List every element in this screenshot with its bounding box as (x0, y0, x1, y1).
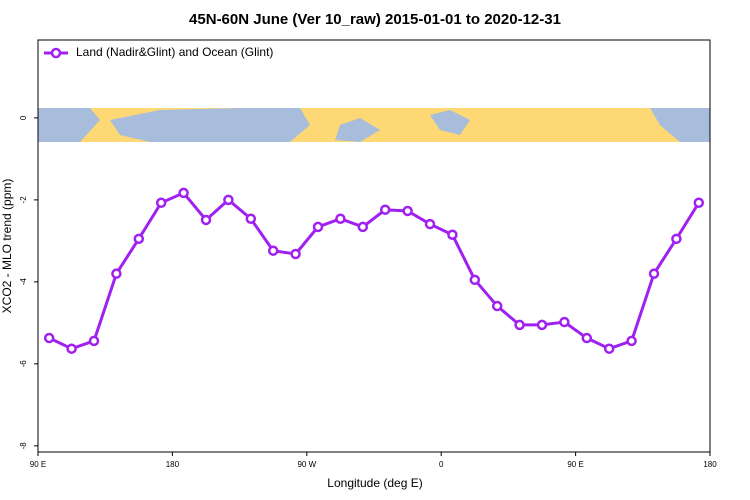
data-point (671, 233, 682, 245)
data-point (581, 332, 593, 344)
data-point (447, 229, 458, 240)
data-point (603, 343, 615, 354)
data-point (402, 205, 413, 217)
data-point (312, 221, 324, 233)
x-axis-label: Longitude (deg E) (327, 476, 422, 490)
data-point (514, 319, 525, 331)
data-point (424, 218, 436, 230)
data-point (357, 221, 369, 233)
legend-label: Land (Nadir&Glint) and Ocean (Glint) (76, 45, 273, 59)
data-point (200, 214, 212, 226)
data-point (133, 233, 145, 245)
x-tick-label: 180 (166, 460, 180, 469)
x-tick-label: 180 (703, 460, 717, 469)
data-point (290, 248, 301, 260)
x-tick-label: 90 E (30, 460, 46, 469)
y-axis-label: XCO2 - MLO trend (ppm) (0, 179, 14, 314)
data-point (88, 335, 100, 347)
data-point (335, 213, 346, 224)
x-tick-label: 0 (439, 460, 444, 469)
y-tick-label: 0 (19, 115, 28, 120)
y-tick-label: -4 (19, 278, 28, 286)
y-tick-label: -6 (19, 360, 28, 368)
data-point (267, 245, 279, 256)
data-point (178, 187, 189, 199)
x-tick-label: 90 W (297, 460, 316, 469)
map-strip (38, 108, 710, 142)
data-point (111, 268, 122, 279)
y-tick-label: -2 (19, 196, 28, 204)
data-point (693, 197, 705, 209)
data-point (43, 332, 55, 344)
chart-title: 45N-60N June (Ver 10_raw) 2015-01-01 to … (189, 11, 561, 28)
data-point (66, 343, 77, 354)
data-point (648, 268, 660, 279)
data-point (491, 300, 503, 312)
data-point (223, 194, 234, 206)
data-point (536, 319, 548, 331)
y-tick-label: -8 (19, 442, 28, 450)
data-point (155, 197, 167, 209)
legend-marker (50, 47, 62, 59)
data-line (48, 191, 701, 351)
data-point (245, 213, 257, 224)
data-point (379, 204, 391, 215)
data-point (559, 316, 570, 328)
x-tick-label: 90 E (567, 460, 583, 469)
data-point (626, 335, 637, 347)
plot-frame (37, 39, 711, 453)
data-point (469, 274, 481, 286)
